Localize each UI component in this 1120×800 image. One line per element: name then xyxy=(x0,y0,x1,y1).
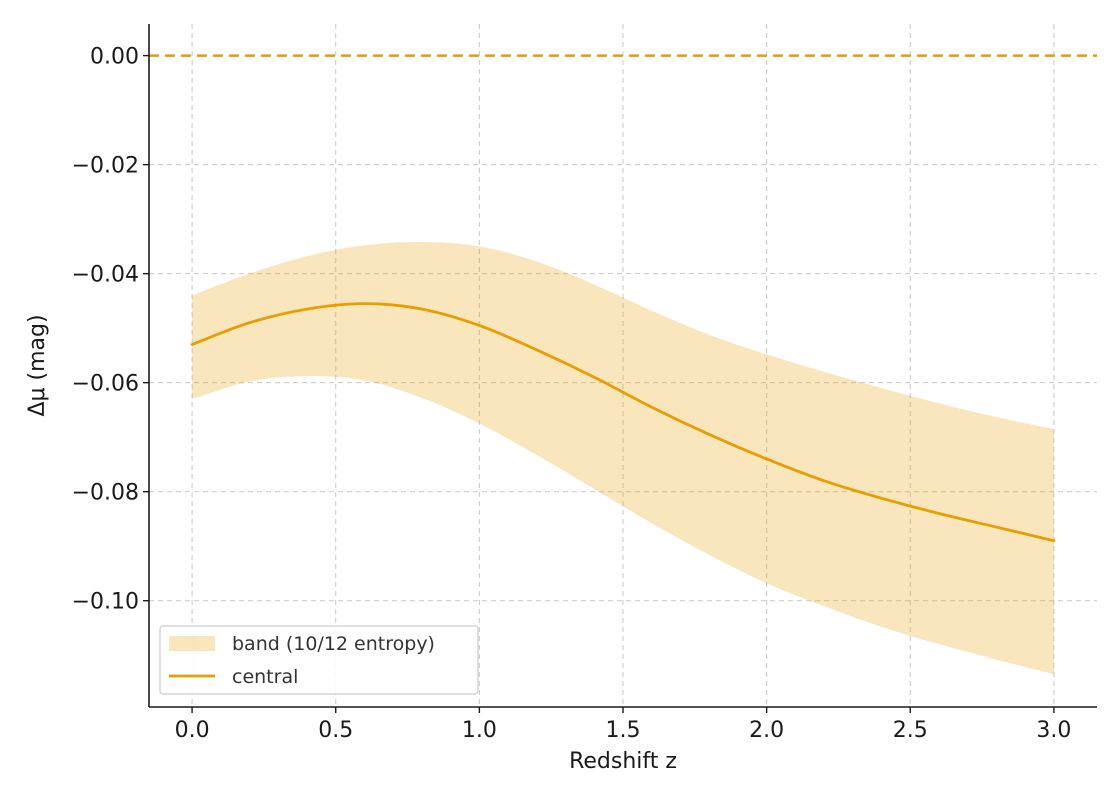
legend-box xyxy=(159,625,479,695)
band-area xyxy=(192,242,1054,675)
y-tick-label: −0.02 xyxy=(72,154,139,179)
y-tick-label: −0.04 xyxy=(72,263,139,288)
x-tick-label: 1.5 xyxy=(606,718,641,743)
axes xyxy=(143,24,1097,713)
y-tick-label: −0.10 xyxy=(72,590,139,615)
x-tick-label: 3.0 xyxy=(1036,718,1071,743)
legend-band-swatch xyxy=(169,636,215,651)
y-axis-label: Δμ (mag) xyxy=(25,314,50,416)
legend: band (10/12 entropy) central xyxy=(159,625,479,695)
x-axis-label: Redshift z xyxy=(569,749,677,774)
legend-central-label: central xyxy=(232,666,298,688)
tick-labels: 0.0 0.5 1.0 1.5 2.0 2.5 3.0 0.00 −0.02 −0.04 −0.06… xyxy=(72,45,1072,743)
y-tick-label: −0.08 xyxy=(72,481,139,506)
x-tick-label: 2.0 xyxy=(749,718,784,743)
central-line xyxy=(190,302,1056,543)
x-tick-label: 2.5 xyxy=(893,718,928,743)
uncertainty-band xyxy=(192,242,1054,675)
grid xyxy=(149,24,1097,707)
x-tick-label: 1.0 xyxy=(462,718,497,743)
data-lines xyxy=(149,54,1097,543)
x-tick-label: 0.0 xyxy=(175,718,210,743)
x-tick-label: 0.5 xyxy=(318,718,353,743)
legend-band-label: band (10/12 entropy) xyxy=(232,633,435,655)
y-tick-label: −0.06 xyxy=(72,372,139,397)
y-tick-label: 0.00 xyxy=(90,45,139,70)
